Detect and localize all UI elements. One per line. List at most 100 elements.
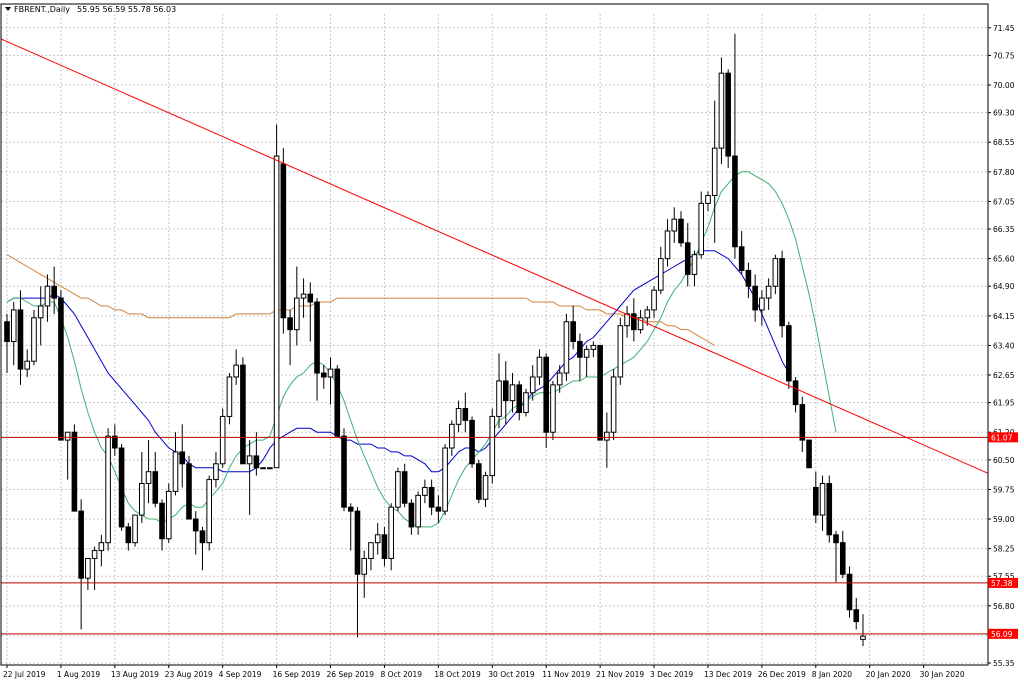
candle-body [759, 297, 765, 311]
candle-body [637, 317, 644, 331]
candle-body [604, 431, 610, 441]
ohlc-readout: 55.95 56.59 55.78 56.03 [77, 5, 176, 14]
price-tag [988, 432, 1018, 443]
candle-body [671, 218, 678, 232]
y-tick-label: 60.50 [993, 456, 1015, 465]
x-tick-label: 26 Dec 2019 [758, 670, 806, 679]
candle-body [37, 305, 44, 319]
symbol-label: FBRENT.,Daily [14, 5, 70, 14]
ma-fast-line [6, 171, 837, 528]
x-tick-label: 23 Aug 2019 [165, 670, 213, 679]
x-tick-label: 30 Oct 2019 [488, 670, 535, 679]
candle-body [813, 486, 819, 516]
candle-body [219, 415, 226, 465]
candle-body [240, 364, 246, 465]
candle-body [732, 155, 738, 248]
candle-body [320, 372, 327, 378]
candle-body [85, 557, 91, 579]
candle-body [422, 486, 428, 496]
candle-body [267, 467, 273, 470]
candle-body [826, 483, 833, 536]
y-tick-label: 59.00 [993, 515, 1015, 524]
x-tick-label: 16 Sep 2019 [273, 670, 321, 679]
candle-body [381, 534, 388, 559]
candle-body [678, 218, 684, 244]
candle-body [294, 297, 300, 331]
x-tick-label: 1 Aug 2019 [57, 670, 100, 679]
candle-body [327, 368, 334, 378]
candle-body [516, 384, 523, 413]
x-tick-label: 8 Oct 2019 [380, 670, 422, 679]
candle-body [698, 202, 705, 256]
price-tag-label: 56.09 [991, 630, 1013, 639]
candle-body [846, 573, 853, 611]
candle-body [139, 483, 145, 516]
candle-body [415, 494, 421, 528]
candle-body [765, 285, 772, 299]
candle-body [657, 258, 664, 291]
candle-body [64, 431, 71, 441]
y-tick-label: 55.35 [993, 659, 1015, 668]
y-tick-label: 69.30 [993, 109, 1015, 118]
x-tick-label: 18 Oct 2019 [434, 670, 481, 679]
candle-body [159, 502, 165, 540]
candle-body [314, 301, 320, 374]
price-tag-label: 61.07 [991, 433, 1013, 442]
candle-body [442, 447, 448, 512]
candle-body [401, 471, 408, 504]
candle-body [523, 392, 529, 413]
candle-body [408, 502, 415, 528]
candle-body [253, 455, 260, 469]
candle-body [112, 435, 118, 449]
candle-body [799, 404, 806, 441]
y-tick-label: 64.15 [993, 312, 1015, 321]
x-tick-label: 13 Dec 2019 [704, 670, 752, 679]
candle-body [280, 163, 287, 319]
candle-body [44, 285, 51, 307]
x-tick-label: 8 Jan 2020 [812, 670, 852, 679]
y-tick-label: 67.05 [993, 197, 1015, 206]
x-tick-label: 26 Sep 2019 [327, 670, 375, 679]
x-tick-label: 11 Nov 2019 [542, 670, 590, 679]
candle-body [125, 526, 132, 544]
y-tick-label: 68.55 [993, 138, 1015, 147]
candle-body [17, 309, 24, 370]
candle-body [395, 471, 401, 508]
candle-body [617, 325, 624, 378]
candle-body [597, 344, 603, 441]
candle-body [489, 415, 496, 477]
y-tick-label: 66.35 [993, 225, 1015, 234]
candle-body [839, 542, 846, 575]
candle-body [226, 376, 233, 417]
y-tick-label: 65.60 [993, 255, 1015, 264]
candle-body [725, 72, 731, 157]
candle-body [705, 194, 711, 204]
candle-body [577, 340, 583, 358]
candle-body [583, 348, 590, 358]
candle-body [529, 376, 536, 394]
candle-body [455, 408, 462, 425]
y-tick-label: 61.95 [993, 399, 1015, 408]
candle-body [752, 285, 758, 311]
candle-body [260, 467, 266, 470]
candle-body [233, 364, 239, 378]
drawn-lines[interactable] [0, 38, 989, 635]
candle-body [334, 368, 341, 437]
candle-body [105, 435, 111, 544]
x-tick-label: 20 Jan 2020 [866, 670, 911, 679]
plot-frame [0, 3, 989, 666]
y-tick-label: 71.45 [993, 24, 1015, 33]
candle-body [98, 542, 105, 552]
candle-body [684, 242, 691, 275]
candle-body [78, 510, 84, 579]
candle-body [354, 510, 361, 575]
candle-body [10, 309, 17, 342]
candle-body [58, 297, 64, 441]
candle-body [186, 463, 192, 520]
symbol-menu-icon[interactable] [5, 7, 11, 11]
candle-body [388, 506, 394, 559]
price-tags: 61.07 57.38 56.09 [988, 432, 1018, 639]
